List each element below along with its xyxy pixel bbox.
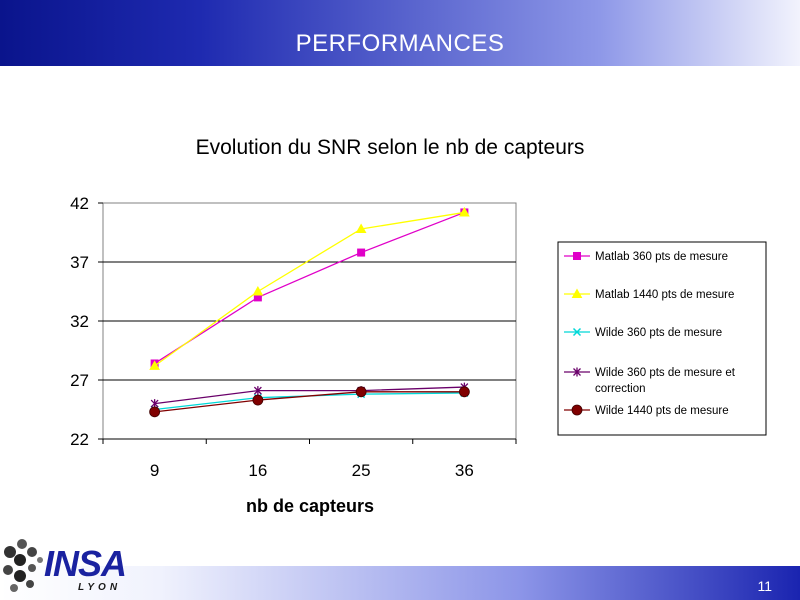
- y-tick-label: 37: [70, 253, 89, 272]
- legend-marker: [571, 404, 583, 416]
- legend-marker: [573, 367, 581, 377]
- data-point: [357, 248, 366, 257]
- legend-label: correction: [595, 383, 646, 395]
- x-tick-label: 36: [455, 461, 474, 480]
- chart-title: Evolution du SNR selon le nb de capteurs: [196, 136, 585, 159]
- y-tick-label: 22: [70, 430, 89, 449]
- data-point: [252, 394, 264, 406]
- data-point: [459, 206, 470, 217]
- slide-number: 11: [757, 578, 772, 594]
- legend-label: Matlab 1440 pts de mesure: [595, 289, 734, 301]
- series-line: [154, 211, 465, 365]
- data-point: [252, 285, 264, 296]
- legend-marker: [572, 327, 582, 337]
- legend-label: Matlab 360 pts de mesure: [595, 251, 728, 263]
- header-bar: [0, 0, 800, 66]
- logo-subtext: LYON: [78, 582, 122, 593]
- logo-text: INSA: [44, 543, 127, 584]
- data-point: [355, 223, 367, 233]
- x-tick-label: 16: [248, 461, 267, 480]
- data-point: [253, 386, 262, 396]
- data-point: [149, 406, 161, 418]
- series-line: [154, 386, 465, 405]
- y-tick-label: 27: [70, 371, 89, 390]
- legend-frame: [557, 241, 767, 436]
- legend-marker: [571, 288, 583, 298]
- series-line: [154, 211, 465, 367]
- series-line: [154, 391, 465, 413]
- y-tick-label: 32: [70, 312, 89, 331]
- data-point: [355, 386, 367, 398]
- y-tick-label: 42: [70, 194, 89, 213]
- insa-logo-icon: [3, 539, 43, 592]
- legend-label: Wilde 360 pts de mesure et: [595, 367, 736, 379]
- page-title: PERFORMANCES: [295, 30, 505, 57]
- chart-legend: Matlab 360 pts de mesure Matlab 1440 pts …: [557, 241, 767, 436]
- data-point: [458, 386, 470, 398]
- plot-area: 42 37 32 27 22 9 16 25 36: [70, 194, 517, 480]
- x-tick-label: 25: [352, 461, 371, 480]
- legend-label: Wilde 1440 pts de mesure: [595, 405, 729, 417]
- x-axis-label: nb de capteurs: [246, 496, 374, 516]
- x-tick-label: 9: [150, 461, 159, 480]
- data-point: [149, 360, 160, 370]
- footer-bar: [0, 566, 800, 600]
- chart-area: Evolution du SNR selon le nb de capteurs…: [70, 136, 767, 516]
- legend-marker: [573, 252, 581, 260]
- legend-label: Wilde 360 pts de mesure: [595, 327, 722, 339]
